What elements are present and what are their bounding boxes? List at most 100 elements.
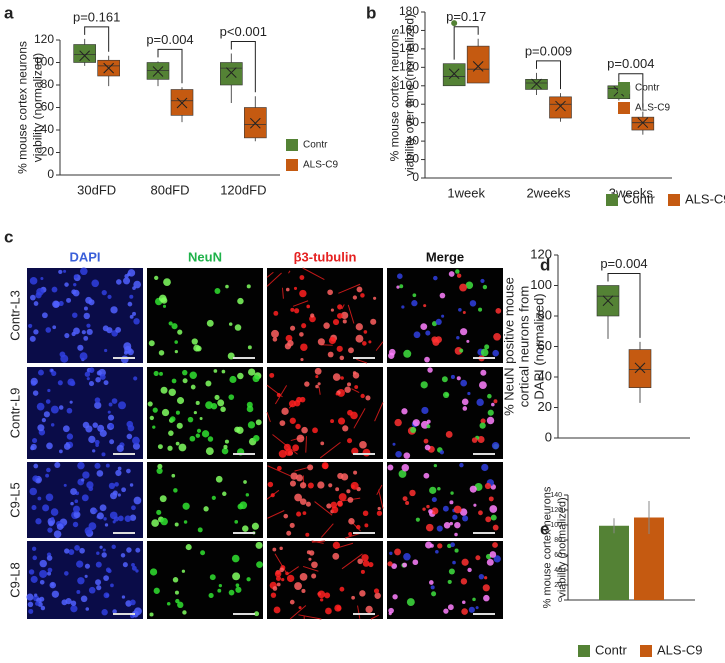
cell — [83, 306, 88, 311]
y-tick-label: 20 — [538, 399, 552, 414]
cell — [328, 483, 333, 488]
cell — [308, 557, 312, 561]
cell — [109, 423, 115, 428]
cell — [443, 522, 451, 529]
cell — [285, 334, 293, 342]
p-value: p<0.001 — [220, 24, 267, 39]
cell — [296, 396, 302, 403]
cell — [283, 443, 291, 451]
cell — [214, 288, 221, 294]
cell — [388, 607, 394, 614]
cell — [86, 328, 93, 336]
cell — [288, 400, 297, 408]
cell — [85, 607, 90, 611]
cell — [182, 610, 187, 615]
cell — [437, 486, 441, 491]
cell — [387, 464, 394, 471]
cell — [45, 493, 54, 502]
cell — [205, 401, 213, 409]
cell — [339, 355, 345, 361]
cell — [255, 541, 263, 549]
cell — [401, 464, 410, 472]
cell — [200, 550, 206, 556]
x-tick-label: 30dFD — [77, 182, 116, 197]
cell — [149, 568, 158, 576]
cell — [323, 322, 330, 329]
cell — [412, 293, 417, 298]
cell — [352, 295, 358, 300]
cell — [402, 496, 408, 502]
cell — [221, 369, 226, 374]
cell — [39, 596, 45, 602]
legend-label: Contr — [623, 191, 655, 206]
cell — [276, 582, 281, 587]
cell — [247, 368, 256, 376]
cell — [104, 348, 108, 353]
cell — [47, 527, 53, 533]
p-value: p=0.009 — [525, 43, 572, 58]
cell — [388, 352, 395, 359]
cell — [462, 406, 468, 411]
box — [549, 96, 572, 119]
cell — [279, 567, 285, 573]
cell — [362, 448, 371, 457]
cell — [459, 283, 467, 292]
cell — [462, 515, 469, 522]
cell — [94, 401, 102, 409]
cell — [176, 422, 183, 429]
cell — [101, 552, 107, 558]
cell — [243, 480, 247, 484]
legend-label: Contr — [635, 83, 660, 94]
cell — [123, 350, 128, 355]
cell — [132, 436, 140, 445]
cell — [96, 585, 102, 591]
cell — [32, 390, 39, 396]
cell — [205, 447, 214, 456]
image-background — [267, 541, 383, 619]
cell — [64, 332, 70, 339]
cell — [483, 594, 490, 602]
cell — [441, 314, 445, 318]
cell — [182, 378, 188, 384]
cell — [74, 545, 80, 551]
cell — [109, 439, 115, 445]
cell — [294, 493, 302, 502]
legend-swatch — [618, 82, 630, 94]
micrograph-image — [27, 267, 143, 364]
cell — [29, 335, 36, 342]
neurite — [302, 565, 319, 572]
cell — [252, 375, 260, 383]
neurite — [378, 489, 384, 509]
cell — [77, 577, 85, 585]
cell — [168, 321, 173, 326]
cell — [337, 304, 343, 310]
cell — [278, 449, 287, 458]
cell — [484, 482, 492, 490]
micrograph-image — [266, 267, 384, 364]
cell — [439, 292, 446, 299]
cell — [425, 523, 434, 532]
cell — [442, 391, 450, 399]
cell — [338, 493, 347, 501]
cell — [459, 508, 468, 516]
cell — [88, 435, 96, 444]
cell — [70, 600, 77, 606]
y-tick-label: 60 — [406, 115, 420, 129]
cell — [47, 388, 51, 393]
cell — [105, 567, 111, 573]
cell — [205, 380, 212, 387]
y-tick-label: 160 — [399, 23, 419, 37]
neurite — [292, 300, 309, 307]
cell — [40, 277, 44, 281]
cell — [29, 487, 38, 496]
cell — [28, 323, 33, 328]
cell — [301, 588, 306, 594]
cell — [36, 288, 44, 296]
cell — [46, 442, 53, 450]
x-tick-label: 3weeks — [609, 185, 654, 200]
neurite — [370, 614, 379, 620]
cell — [234, 426, 241, 433]
column-header: β3-tubulin — [294, 249, 357, 264]
cell — [50, 516, 55, 521]
